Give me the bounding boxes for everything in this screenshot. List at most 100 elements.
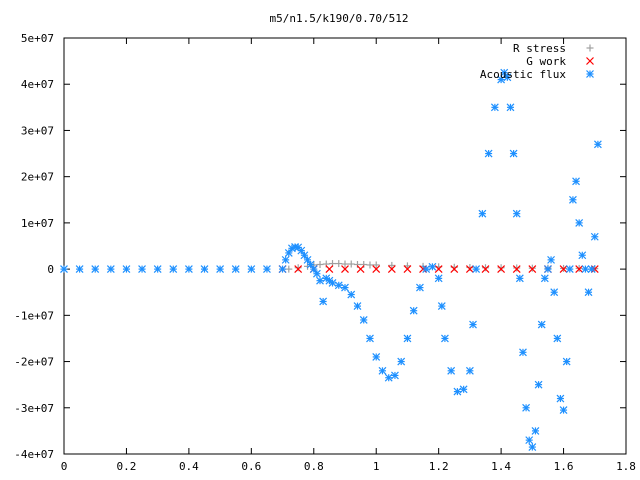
data-point (581, 265, 590, 274)
data-point (359, 316, 368, 324)
chart-title: m5/n1.5/k190/0.70/512 (269, 12, 408, 25)
data-point (422, 265, 431, 274)
data-point (372, 261, 380, 269)
x-tick-label: 0.8 (304, 460, 324, 473)
data-point (440, 334, 449, 343)
data-point (60, 265, 68, 274)
data-point (334, 281, 343, 290)
data-point (372, 265, 381, 274)
data-point (531, 426, 540, 435)
y-axis: -4e+07 -3e+07 -2e+07 -1e+07 0 1e+07 2e+07 3e+07… (14, 32, 626, 461)
y-tick-label: -4e+07 (14, 448, 54, 461)
data-point (459, 385, 468, 394)
data-point (122, 265, 131, 274)
data-point (434, 265, 443, 274)
data-point (484, 149, 493, 158)
data-point (306, 260, 315, 269)
legend-marker (586, 70, 594, 78)
data-point (335, 260, 343, 268)
data-point (497, 265, 506, 274)
data-point (347, 260, 355, 268)
data-point (300, 251, 309, 260)
series-acoustic-flux (60, 68, 602, 451)
data-point (138, 265, 146, 274)
series-layer (60, 68, 602, 451)
data-point (447, 366, 456, 375)
data-point (278, 265, 287, 274)
x-axis: 0 0.2 0.4 0.6 0.8 1 1.2 1.4 1.6 1.8 (61, 38, 636, 473)
data-point (465, 265, 474, 274)
data-point (403, 262, 411, 270)
data-point (360, 260, 368, 268)
data-point (384, 373, 393, 382)
data-point (397, 357, 406, 366)
legend-marker (586, 44, 594, 52)
data-point (200, 265, 209, 274)
data-point (294, 265, 303, 274)
plot-area (63, 37, 627, 455)
data-point (341, 283, 349, 292)
data-point (366, 334, 374, 343)
data-point (169, 265, 178, 274)
data-point (513, 264, 521, 272)
x-tick-label: 0.4 (179, 460, 199, 473)
data-point (437, 302, 446, 311)
data-point (578, 251, 587, 260)
data-point (184, 265, 193, 274)
data-point (593, 140, 602, 149)
data-point (522, 403, 531, 412)
data-point (428, 262, 437, 271)
data-point (434, 274, 443, 283)
data-point (216, 265, 225, 274)
x-tick-label: 1.6 (554, 460, 574, 473)
data-point (482, 264, 489, 272)
data-point (540, 274, 549, 283)
data-point (297, 246, 306, 255)
y-tick-label: -3e+07 (14, 402, 54, 415)
data-point (403, 334, 412, 343)
y-tick-label: 2e+07 (21, 171, 54, 184)
data-point (512, 209, 521, 218)
data-point (575, 218, 584, 227)
data-point (284, 249, 293, 257)
data-point (416, 283, 424, 292)
data-point (509, 149, 518, 158)
data-point (587, 265, 596, 274)
data-point (556, 394, 565, 403)
data-point (575, 265, 584, 274)
data-point (328, 279, 337, 287)
x-tick-label: 1.8 (616, 460, 636, 473)
data-point (281, 255, 290, 264)
x-tick-label: 1.2 (429, 460, 449, 473)
legend-label: R stress (513, 42, 566, 55)
data-point (559, 265, 568, 274)
x-tick-label: 1.4 (491, 460, 511, 473)
data-point (341, 265, 349, 274)
data-point (525, 436, 534, 445)
data-point (303, 255, 312, 264)
series-r-stress (285, 260, 599, 273)
data-point (309, 265, 318, 274)
y-tick-label: 1e+07 (21, 217, 54, 230)
data-point (572, 177, 580, 186)
x-tick-label: 0.6 (241, 460, 261, 473)
data-point (481, 265, 490, 274)
data-point (403, 265, 412, 274)
data-point (319, 297, 328, 306)
x-tick-label: 1 (373, 460, 380, 473)
data-point (91, 265, 100, 274)
data-point (388, 261, 396, 269)
data-point (497, 264, 505, 272)
data-point (490, 103, 499, 112)
y-tick-label: 3e+07 (21, 124, 54, 137)
data-point (153, 265, 162, 274)
data-point (590, 232, 599, 241)
data-point (450, 265, 459, 274)
data-point (453, 387, 462, 396)
data-point (550, 288, 559, 297)
data-point (565, 265, 574, 274)
data-point (353, 260, 361, 268)
data-point (75, 265, 84, 274)
legend-marker (586, 57, 594, 65)
data-point (534, 380, 543, 389)
